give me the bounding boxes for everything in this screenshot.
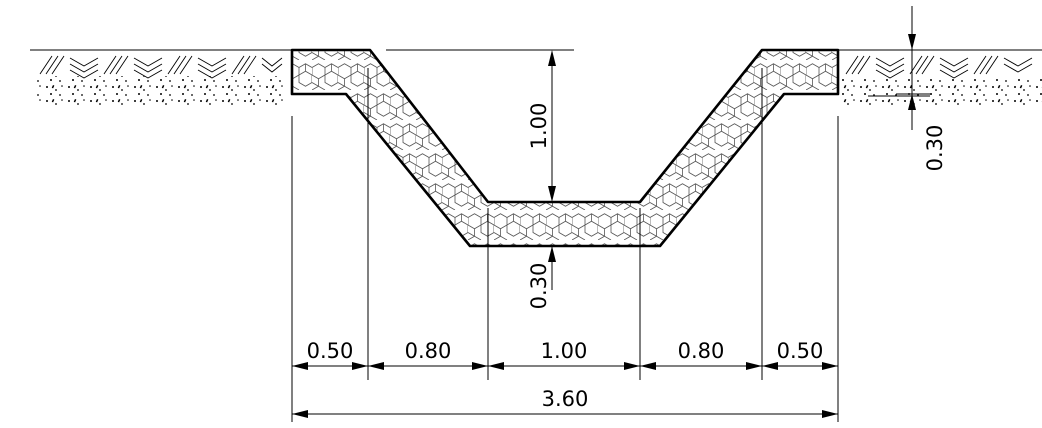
lining-thickness-right-dimension: 0.30	[896, 6, 947, 171]
lining-thickness-center-label: 0.30	[527, 263, 551, 310]
channel-lining	[290, 48, 840, 248]
base-width-label: 1.00	[541, 339, 588, 363]
lining-thickness-center-dimension: 0.30	[527, 246, 556, 309]
soil-hatch-right	[842, 55, 1042, 106]
slope-right-label: 0.80	[678, 339, 725, 363]
berm-left-label: 0.50	[307, 339, 354, 363]
slope-left-label: 0.80	[405, 339, 452, 363]
extension-lines	[291, 49, 839, 422]
depth-dimension: 1.00	[527, 50, 556, 202]
total-width-dimension: 3.60	[292, 387, 838, 418]
segment-dimension-line: 0.50 0.80 1.00 0.80 0.50	[292, 339, 838, 370]
lining-thickness-right-label: 0.30	[923, 125, 947, 172]
berm-right-label: 0.50	[777, 339, 824, 363]
soil-hatch-left	[36, 55, 286, 106]
total-width-label: 3.60	[542, 387, 589, 411]
depth-label: 1.00	[527, 103, 551, 150]
